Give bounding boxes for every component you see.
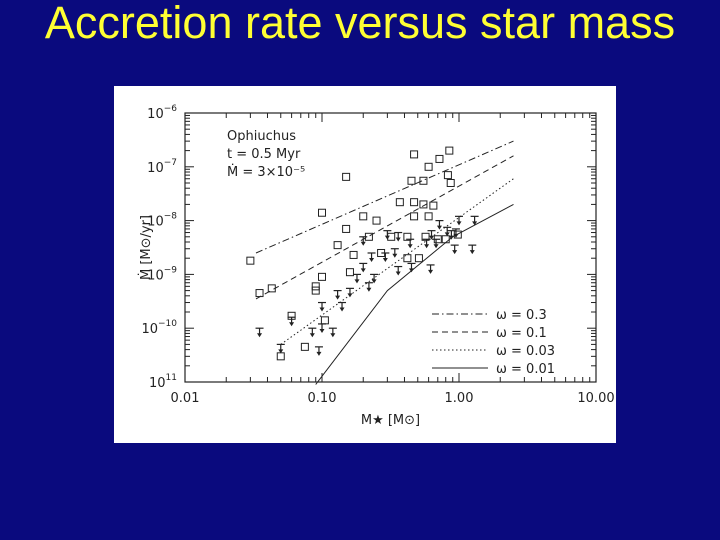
detection-point: [403, 232, 412, 241]
upper-limit-point: [394, 265, 403, 276]
detection-point: [311, 282, 320, 291]
upper-limit-point: [435, 220, 444, 230]
upper-limit-point: [359, 236, 368, 246]
upper-limit-point: [287, 316, 296, 327]
upper-limit-point: [338, 301, 347, 312]
upper-limit-point: [364, 282, 373, 292]
x-tick-label: 1.00: [445, 391, 474, 406]
upper-limit-point: [447, 230, 456, 240]
detection-point: [414, 254, 423, 263]
annotation-line: t = 0.5 Myr: [227, 147, 301, 162]
detection-point: [421, 232, 430, 241]
accretion-rate-chart: 0.01 0.10 1.00 10.00 10−6 10−7 10−8 10−9 10−10 10…: [138, 104, 615, 428]
detection-point: [441, 235, 450, 244]
annotation-line: Ṁ = 3×10⁻⁵: [227, 164, 305, 180]
upper-limit-point: [407, 262, 416, 273]
detection-point: [445, 146, 454, 155]
x-tick-label: 0.01: [171, 391, 200, 406]
detection-point: [395, 198, 404, 207]
upper-limit-point: [318, 301, 326, 312]
upper-limit-point: [255, 327, 264, 338]
upper-limit-point: [359, 262, 368, 273]
upper-limit-point: [455, 215, 463, 226]
detection-point: [320, 316, 329, 325]
plot-frame: [184, 112, 597, 383]
model-curve: [255, 155, 514, 300]
y-tick-label: 10−9: [147, 265, 177, 283]
slide-title: Accretion rate versus star mass: [44, 0, 676, 48]
detection-point: [424, 162, 433, 171]
upper-limit-point: [451, 228, 460, 238]
detection-point: [318, 208, 326, 217]
legend-label: ω = 0.3: [496, 308, 547, 323]
upper-limit-point: [383, 230, 392, 240]
detection-point: [311, 286, 320, 295]
upper-limit-point: [450, 244, 459, 255]
upper-limit-point: [406, 238, 415, 249]
y-tick-label: 1011: [149, 373, 177, 391]
detection-point: [410, 150, 419, 159]
upper-limit-point: [468, 244, 477, 255]
y-tick-label: 10−8: [147, 212, 177, 230]
detection-point: [318, 272, 326, 281]
detection-point: [276, 352, 285, 361]
upper-limit-point: [422, 238, 431, 249]
detection-point: [333, 241, 342, 250]
detection-point: [300, 342, 309, 351]
upper-limit-point: [381, 252, 390, 262]
detection-point: [342, 224, 351, 233]
detection-point: [419, 200, 428, 209]
detection-point: [267, 284, 276, 293]
detection-point: [255, 289, 264, 298]
upper-limit-point: [426, 264, 435, 274]
upper-limit-point: [314, 346, 323, 356]
x-axis-label: M★ [M⊙]: [361, 413, 420, 428]
model-curve: [280, 178, 514, 345]
detection-point: [435, 154, 444, 163]
upper-limit-point: [390, 248, 399, 258]
x-tick-label: 10.00: [577, 391, 614, 406]
upper-limit-point: [432, 238, 441, 249]
chart-figure: 0.01 0.10 1.00 10.00 10−6 10−7 10−8 10−9 10−10 10…: [114, 86, 616, 443]
upper-limit-point: [427, 230, 436, 240]
model-curve: [255, 140, 514, 254]
upper-limit-point: [333, 289, 342, 300]
annotation-line: Ophiuchus: [227, 129, 296, 144]
upper-limit-point: [394, 231, 403, 242]
detection-point: [246, 256, 255, 265]
y-tick-label: 10−10: [141, 319, 177, 337]
model-curve: [315, 203, 514, 385]
detection-point: [429, 201, 438, 210]
upper-limit-point: [370, 273, 379, 284]
y-tick-label: 10−6: [147, 104, 177, 122]
detection-point: [342, 172, 351, 181]
detection-point: [407, 176, 416, 185]
detection-point: [403, 254, 412, 263]
upper-limit-point: [318, 323, 326, 333]
detection-point: [359, 212, 368, 221]
upper-limit-point: [367, 252, 376, 262]
upper-limit-point: [470, 215, 479, 226]
detection-point: [419, 176, 428, 185]
detection-point: [372, 216, 381, 225]
detection-point: [345, 268, 354, 277]
upper-limit-point: [352, 273, 361, 284]
y-axis-label: Ṁ [M⊙/yr]: [138, 215, 154, 280]
detection-point: [410, 198, 419, 207]
detection-point: [349, 250, 358, 259]
legend-label: ω = 0.1: [496, 326, 547, 341]
x-tick-label: 0.10: [308, 391, 337, 406]
upper-limit-point: [308, 327, 317, 338]
upper-limit-point: [328, 327, 337, 338]
upper-limit-point: [345, 287, 354, 298]
legend-label: ω = 0.03: [496, 344, 555, 359]
detection-point: [410, 212, 419, 221]
y-tick-label: 10−7: [147, 158, 177, 176]
legend-label: ω = 0.01: [496, 362, 555, 377]
upper-limit-point: [443, 226, 452, 237]
detection-point: [424, 212, 433, 221]
detection-point: [443, 171, 452, 180]
detection-point: [446, 178, 455, 187]
upper-limit-point: [276, 343, 285, 354]
